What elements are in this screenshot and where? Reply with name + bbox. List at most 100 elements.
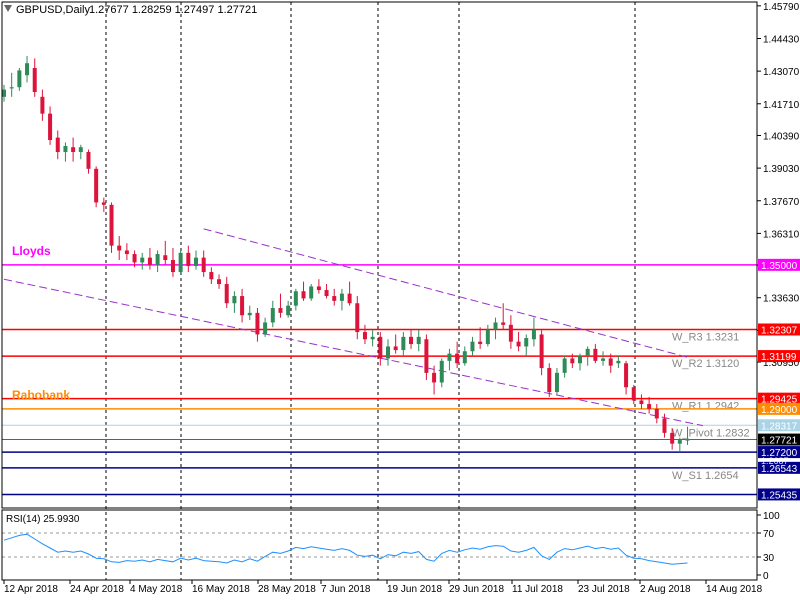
candle-body: [270, 308, 275, 323]
candle-body: [531, 329, 536, 340]
price-badge-label: 1.27200: [761, 448, 798, 459]
rsi-y-tick-label: 30: [763, 553, 775, 564]
candle-body: [470, 341, 475, 352]
candle-body: [194, 257, 198, 267]
price-badge: [758, 323, 800, 336]
y-tick-label: 1.30950: [763, 358, 800, 369]
candle-body: [677, 440, 682, 444]
trend-channel: [3, 228, 703, 427]
price-badge-label: 1.27721: [761, 436, 798, 447]
candle-body: [332, 296, 337, 301]
candle-body: [631, 387, 636, 401]
x-tick-label: 4 May 2018: [130, 584, 183, 595]
candle-body: [424, 339, 429, 373]
price-badge-label: 1.35000: [761, 261, 798, 272]
candle-body: [547, 368, 552, 393]
price-badge: [758, 392, 800, 405]
candle-body: [654, 408, 659, 419]
price-badge: [758, 350, 800, 363]
candle-body: [40, 96, 45, 114]
candle-body: [324, 290, 329, 297]
rsi-y-tick-label: 70: [763, 529, 775, 540]
candle-body: [508, 324, 513, 342]
candle-body: [539, 334, 544, 369]
candle-body: [516, 341, 521, 347]
y-tick-label: 1.44430: [763, 34, 800, 45]
candle-body: [601, 358, 606, 361]
candles: [2, 56, 690, 453]
y-tick-label: 1.33630: [763, 294, 800, 305]
x-tick-label: 11 Jul 2018: [512, 584, 563, 595]
candle-body: [117, 245, 122, 251]
pivot-level-label: W_R1 1.2942: [672, 401, 739, 413]
candle-body: [362, 332, 367, 340]
candle-body: [378, 336, 383, 359]
level-label-lloyds: Lloyds: [12, 244, 51, 258]
price-badge: [758, 402, 800, 415]
candle-body: [132, 254, 137, 263]
candle-body: [524, 338, 529, 347]
price-badge-label: 1.31199: [761, 352, 797, 363]
candle-body: [240, 296, 245, 316]
candle-body: [316, 286, 321, 291]
candle-body: [86, 152, 91, 169]
x-tick-label: 14 Aug 2018: [706, 584, 763, 595]
candle-body: [501, 322, 506, 325]
candle-body: [462, 351, 467, 364]
candle-body: [416, 336, 421, 345]
candle-body: [339, 293, 344, 301]
candle-body: [370, 336, 375, 340]
candle-body: [570, 358, 575, 364]
price-badge-label: 1.26543: [761, 464, 798, 475]
y-tick-label: 1.40390: [763, 131, 800, 142]
pivot-level-label: W_S1 1.2654: [672, 470, 739, 482]
candle-body: [109, 204, 114, 246]
rsi-line: [3, 533, 688, 565]
candle-body: [17, 70, 22, 88]
candle-body: [78, 147, 83, 153]
candle-body: [447, 353, 452, 361]
pivot-level-label: W_Pivot 1.2832: [672, 427, 750, 439]
candle-body: [9, 87, 14, 89]
x-tick-label: 2 Aug 2018: [640, 584, 691, 595]
grid-separators: [105, 2, 636, 580]
candle-body: [670, 432, 675, 444]
collapse-triangle-icon[interactable]: [4, 5, 12, 12]
candle-body: [355, 303, 360, 333]
y-tick-label: 1.43070: [763, 67, 800, 78]
candle-body: [401, 336, 406, 351]
candle-body: [554, 372, 559, 393]
candle-body: [170, 260, 175, 273]
y-tick-label: 1.39030: [763, 164, 800, 175]
price-badge-hidden: 1.2687: [761, 456, 789, 466]
price-badge: [758, 258, 800, 271]
candle-body: [232, 296, 237, 304]
candle-body: [301, 291, 306, 299]
candle-body: [293, 291, 298, 306]
candle-body: [685, 439, 690, 441]
pivot-level-label: W_R3 1.3231: [672, 331, 739, 343]
price-badge: [758, 488, 800, 501]
price-badge-label: 1.25435: [761, 490, 798, 501]
candle-body: [432, 372, 437, 383]
candle-body: [485, 329, 490, 345]
x-tick-label: 23 Jul 2018: [578, 584, 630, 595]
y-tick-label: 1.41710: [763, 100, 800, 111]
candle-body: [63, 146, 68, 153]
candle-body: [25, 63, 30, 76]
candle-body: [409, 336, 414, 345]
candle-body: [255, 312, 260, 335]
candle-body: [647, 404, 652, 409]
candle-body: [147, 257, 152, 265]
y-tick-label: 1.37670: [763, 197, 800, 208]
candle-body: [55, 137, 60, 153]
candle-body: [493, 322, 498, 330]
candle-body: [178, 252, 183, 273]
x-tick-label: 28 May 2018: [258, 584, 316, 595]
candle-body: [278, 308, 283, 313]
candle-body: [2, 89, 6, 97]
